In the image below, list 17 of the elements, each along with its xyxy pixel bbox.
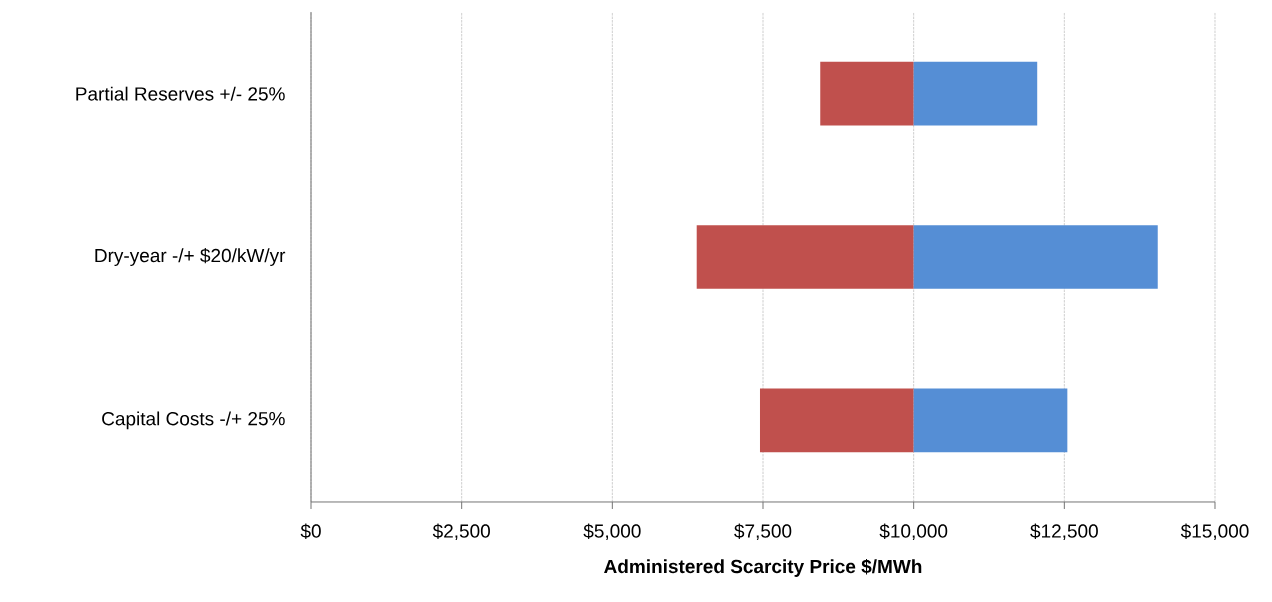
x-tick-label: $15,000 [1180, 523, 1249, 541]
x-tick-label: $0 [300, 523, 321, 539]
x-tick-label: $2,500 [432, 523, 490, 541]
x-axis-title: Administered Scarcity Price $/MWh [604, 558, 922, 577]
x-tick-label: $12,500 [1030, 523, 1098, 541]
y-tick-label: Dry-year -/+ $20/kW/yr [95, 248, 286, 266]
bar [820, 61, 914, 126]
x-tick-label: $10,000 [879, 523, 948, 541]
bar [913, 388, 1068, 453]
y-tick-label: Partial Reserves +/- 25% [76, 86, 285, 101]
x-tick-label: $7,500 [734, 523, 792, 541]
bar [696, 225, 914, 289]
bar [913, 61, 1038, 126]
bar [913, 225, 1158, 289]
y-tick-label: Capital Costs -/+ 25% [102, 411, 285, 430]
x-tick-label: $5,000 [583, 523, 641, 541]
bar [759, 388, 914, 453]
